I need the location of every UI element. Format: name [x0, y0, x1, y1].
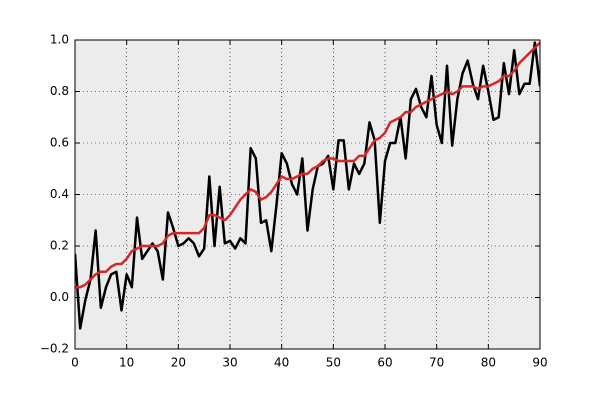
line: [75, 41, 540, 330]
x-tick-label: 90: [532, 356, 547, 370]
y-tick-label: −0.2: [40, 342, 69, 356]
x-tick-label: 40: [274, 356, 289, 370]
x-tick-label: 0: [71, 356, 79, 370]
y-tick-label: 1.0: [50, 33, 69, 47]
x-tick-label: 30: [222, 356, 237, 370]
y-tick-label: 0.0: [50, 290, 69, 304]
x-tick-label: 50: [326, 356, 341, 370]
y-tick-label: 0.6: [50, 136, 69, 150]
line: [75, 41, 540, 289]
x-tick-label: 60: [377, 356, 392, 370]
y-tick-label: 0.8: [50, 84, 69, 98]
x-tick-label: 80: [481, 356, 496, 370]
y-tick-label: 0.2: [50, 239, 69, 253]
x-tick-label: 10: [119, 356, 134, 370]
x-tick-label: 70: [429, 356, 444, 370]
x-tick-label: 20: [171, 356, 186, 370]
plot-frame: [74, 39, 541, 350]
y-tick-label: 0.4: [50, 187, 69, 201]
